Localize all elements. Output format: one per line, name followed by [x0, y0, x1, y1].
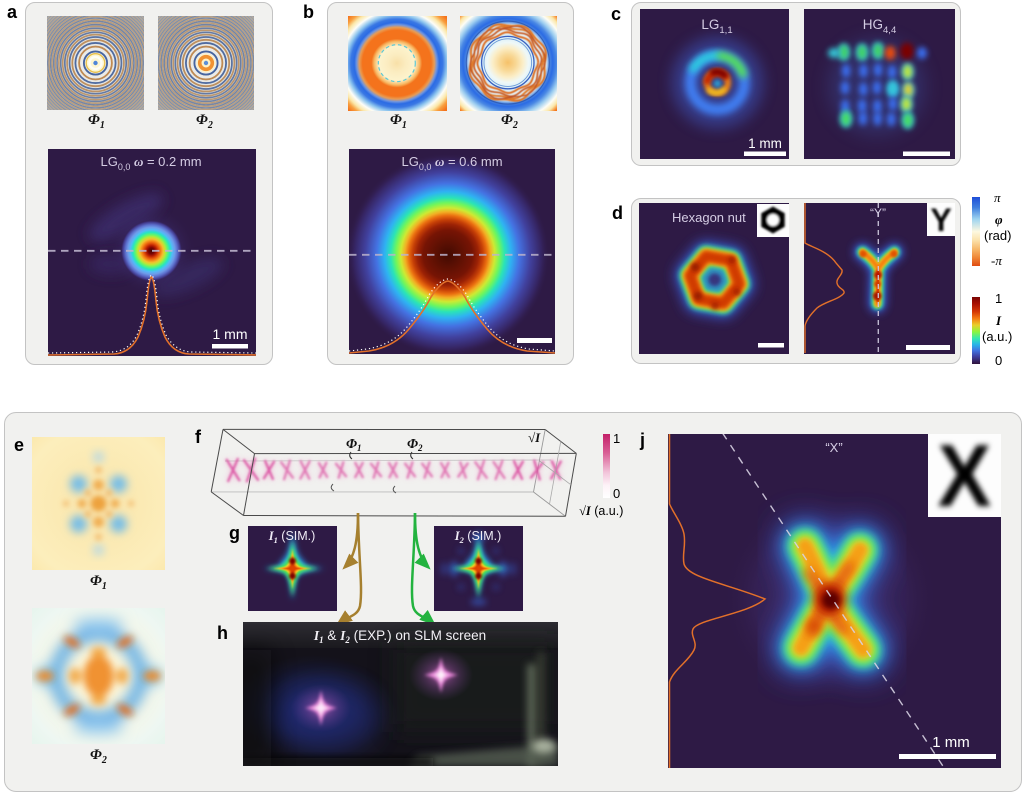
svg-text:I1 (SIM.): I1 (SIM.) — [268, 529, 316, 545]
svg-text:√I: √I — [528, 430, 541, 445]
svg-text:HG4,4: HG4,4 — [863, 17, 896, 36]
svg-text:Hexagon nut: Hexagon nut — [672, 210, 746, 225]
svg-text:X: X — [937, 434, 991, 525]
svg-text:I2 (SIM.): I2 (SIM.) — [454, 529, 502, 545]
svg-text:Φ1: Φ1 — [346, 437, 362, 453]
svg-text:1 mm: 1 mm — [748, 136, 782, 151]
svg-text:LG1,1: LG1,1 — [701, 17, 732, 36]
svg-text:Φ2: Φ2 — [407, 437, 423, 453]
svg-text:“X”: “X” — [825, 440, 842, 455]
svg-text:1 mm: 1 mm — [213, 326, 248, 342]
svg-text:“Y”: “Y” — [870, 206, 886, 220]
svg-text:Y: Y — [930, 203, 951, 238]
svg-text:I1 & I2 (EXP.) on SLM screen: I1 & I2 (EXP.) on SLM screen — [313, 628, 486, 645]
svg-text:LG0,0 ω = 0.2 mm: LG0,0 ω = 0.2 mm — [100, 154, 201, 172]
svg-text:1 mm: 1 mm — [932, 734, 970, 751]
